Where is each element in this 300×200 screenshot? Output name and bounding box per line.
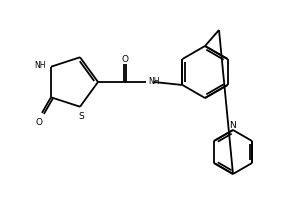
Text: O: O (35, 118, 43, 127)
Text: N: N (230, 120, 236, 130)
Text: S: S (78, 112, 84, 121)
Text: NH: NH (34, 61, 46, 70)
Text: NH: NH (148, 77, 160, 86)
Text: O: O (122, 54, 128, 64)
